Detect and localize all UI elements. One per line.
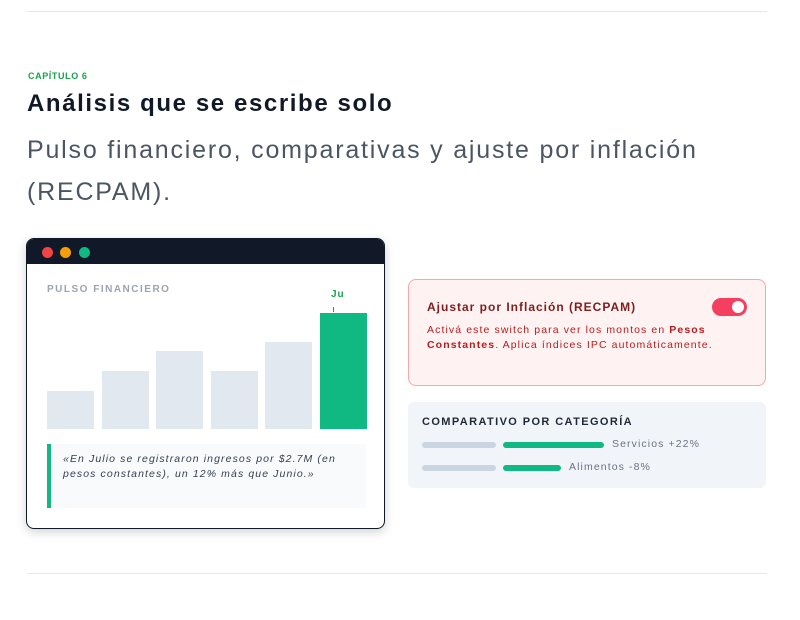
inflation-title: Ajustar por Inflación (RECPAM) — [427, 300, 637, 314]
bar — [156, 351, 204, 429]
comparison-title: COMPARATIVO POR CATEGORÍA — [422, 416, 633, 428]
window-titlebar — [27, 239, 384, 264]
comparison-track — [422, 442, 496, 448]
bar — [47, 390, 94, 429]
section-title: Análisis que se escribe solo — [27, 90, 394, 117]
category-comparison-card: COMPARATIVO POR CATEGORÍA Servicios +22%… — [408, 402, 766, 488]
bar — [265, 342, 313, 429]
financial-pulse-window: PULSO FINANCIERO Ju «En Julio se registr… — [26, 238, 385, 529]
bar — [101, 371, 149, 429]
comparison-fill — [503, 442, 604, 448]
close-dot-icon — [42, 247, 53, 258]
bottom-divider — [27, 573, 767, 574]
bar-label: Ju — [331, 289, 345, 300]
maximize-dot-icon — [79, 247, 90, 258]
switch-knob — [732, 301, 744, 313]
minimize-dot-icon — [60, 247, 71, 258]
comparison-track — [422, 465, 496, 471]
constant-pesos-label: Pesos Constantes — [427, 324, 706, 351]
insight-quote: «En Julio se registraron ingresos por $2… — [47, 444, 366, 508]
comparison-row-servicios: Servicios +22% — [422, 438, 752, 451]
bar — [210, 371, 258, 429]
chapter-eyebrow: CAPÍTULO 6 — [28, 71, 88, 81]
panel-label: PULSO FINANCIERO — [47, 284, 171, 295]
top-divider — [27, 11, 767, 12]
comparison-label: Alimentos -8% — [569, 461, 651, 473]
comparison-row-alimentos: Alimentos -8% — [422, 461, 752, 474]
comparison-fill — [503, 465, 561, 471]
comparison-label: Servicios +22% — [612, 438, 701, 450]
inflation-description: Activá este switch para ver los montos e… — [427, 324, 713, 351]
bar-highlight — [320, 313, 367, 429]
inflation-toggle-switch[interactable] — [712, 298, 747, 316]
inflation-adjust-card: Ajustar por Inflación (RECPAM) Activá es… — [408, 279, 766, 386]
bar-chart: Ju — [47, 289, 367, 429]
section-subtitle: Pulso financiero, comparativas y ajuste … — [27, 136, 698, 206]
bar-label-tick — [333, 307, 334, 312]
